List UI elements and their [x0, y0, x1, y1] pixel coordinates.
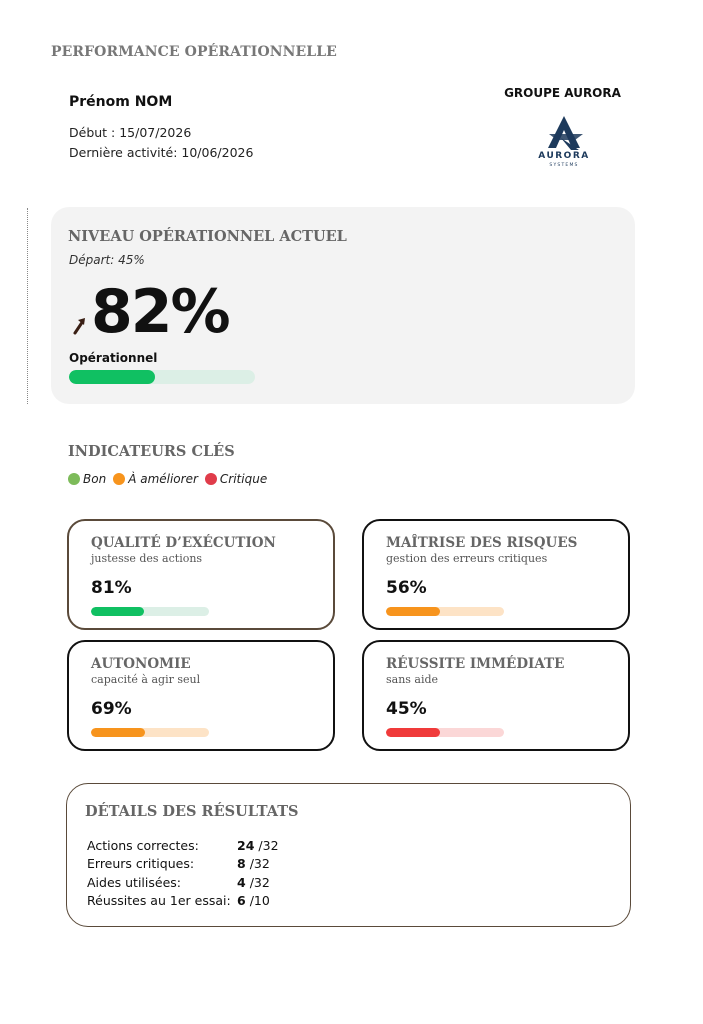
kpi-title: QUALITÉ D’EXÉCUTION: [91, 535, 276, 551]
aurora-logo-icon: [548, 116, 583, 150]
kpi-card-immediate-success: RÉUSSITE IMMÉDIATE sans aide 45%: [362, 640, 630, 751]
kpi-title: RÉUSSITE IMMÉDIATE: [386, 656, 565, 672]
legend-improve-label: À améliorer: [128, 472, 198, 486]
details-row-total: /32: [258, 837, 279, 853]
kpi-subtitle: sans aide: [386, 673, 439, 686]
legend-good-label: Bon: [83, 472, 107, 486]
details-row-value: 4: [237, 874, 246, 890]
kpi-progress-bar: [91, 728, 209, 737]
details-row-label: Erreurs critiques:: [87, 856, 195, 872]
details-row-value: 6: [237, 893, 246, 909]
kpi-progress-bar: [386, 607, 504, 616]
level-progress-fill: [69, 370, 155, 384]
logo-wordmark: AURORA: [538, 151, 590, 161]
legend-good: Bon: [68, 472, 106, 486]
details-list: Actions correctes: 24 /32 Erreurs critiq…: [87, 836, 279, 910]
kpi-card-execution-quality: QUALITÉ D’EXÉCUTION justesse des actions…: [67, 519, 335, 630]
kpi-value: 45%: [386, 699, 427, 719]
level-progress-bar: [69, 370, 255, 384]
details-row-label: Réussites au 1er essai:: [87, 893, 231, 909]
kpi-value: 81%: [91, 578, 132, 598]
user-name: Prénom NOM: [69, 94, 173, 110]
level-start: Départ: 45%: [69, 253, 145, 267]
kpi-card-autonomy: AUTONOMIE capacité à agir seul 69%: [67, 640, 335, 751]
legend-critical: Critique: [204, 472, 268, 486]
details-row-total: /10: [249, 893, 270, 909]
current-level-card: NIVEAU OPÉRATIONNEL ACTUEL Départ: 45% 8…: [51, 207, 635, 404]
details-row: Actions correctes: 24 /32: [87, 836, 279, 855]
kpi-subtitle: justesse des actions: [91, 552, 203, 565]
kpi-progress-fill: [386, 728, 441, 737]
level-title: NIVEAU OPÉRATIONNEL ACTUEL: [68, 228, 347, 245]
kpi-subtitle: capacité à agir seul: [91, 673, 201, 686]
details-row: Aides utilisées: 4 /32: [87, 873, 279, 892]
last-activity-date: Dernière activité: 10/06/2026: [69, 145, 254, 160]
details-row-total: /32: [249, 874, 270, 890]
details-title: DÉTAILS DES RÉSULTATS: [85, 803, 299, 820]
arrow-up-right-icon: [73, 318, 85, 335]
kpi-title: MAÎTRISE DES RISQUES: [386, 535, 578, 551]
details-row-value: 24: [237, 837, 255, 853]
margin-divider: [27, 208, 28, 404]
start-date: Début : 15/07/2026: [69, 125, 192, 140]
details-row: Erreurs critiques: 8 /32: [87, 855, 279, 874]
company-name: GROUPE AURORA: [504, 86, 621, 100]
legend-critical-dot: [204, 473, 217, 485]
indicators-legend: Bon À améliorer Critique: [68, 472, 270, 486]
kpi-progress-fill: [91, 607, 145, 616]
details-row-label: Actions correctes:: [87, 837, 199, 853]
indicators-title: INDICATEURS CLÉS: [68, 443, 235, 460]
logo-subtitle: SYSTEMS: [549, 163, 579, 168]
kpi-value: 56%: [386, 578, 427, 598]
kpi-subtitle: gestion des erreurs critiques: [386, 552, 548, 565]
kpi-value: 69%: [91, 699, 132, 719]
kpi-title: AUTONOMIE: [91, 656, 191, 672]
kpi-card-risk-control: MAÎTRISE DES RISQUES gestion des erreurs…: [362, 519, 630, 630]
details-row-label: Aides utilisées:: [87, 874, 181, 890]
legend-improve: À améliorer: [113, 472, 198, 486]
kpi-progress-fill: [91, 728, 146, 737]
legend-improve-dot: [113, 473, 126, 485]
kpi-progress-bar: [91, 607, 209, 616]
details-row-total: /32: [249, 856, 270, 872]
details-row-value: 8: [237, 856, 246, 872]
kpi-progress-fill: [386, 607, 441, 616]
kpi-progress-bar: [386, 728, 504, 737]
level-percentage: 82%: [91, 277, 231, 347]
results-details-card: DÉTAILS DES RÉSULTATS Actions correctes:…: [66, 783, 631, 927]
details-row: Réussites au 1er essai: 6 /10: [87, 892, 279, 911]
legend-critical-label: Critique: [219, 472, 268, 486]
page-title: PERFORMANCE OPÉRATIONNELLE: [51, 44, 337, 60]
legend-good-dot: [68, 473, 80, 485]
level-label: Opérationnel: [69, 351, 158, 365]
